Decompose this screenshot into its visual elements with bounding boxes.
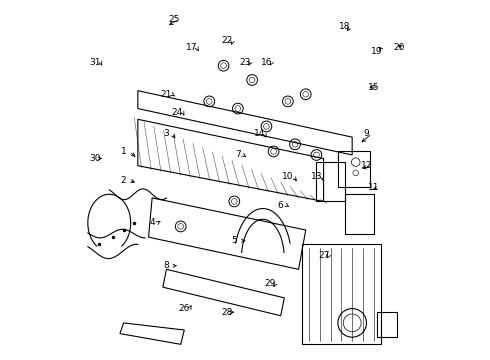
Text: 10: 10: [282, 172, 294, 181]
Text: 23: 23: [239, 58, 251, 67]
Text: 28: 28: [221, 308, 233, 317]
Bar: [338, 152, 370, 187]
Text: 24: 24: [172, 108, 183, 117]
Text: 20: 20: [393, 43, 404, 52]
Text: 21: 21: [161, 90, 172, 99]
Text: 26: 26: [178, 304, 190, 313]
Text: 8: 8: [164, 261, 169, 270]
Text: 9: 9: [364, 129, 369, 138]
Text: 4: 4: [149, 219, 155, 228]
Text: 30: 30: [89, 154, 101, 163]
Bar: [377, 312, 397, 337]
Text: 29: 29: [264, 279, 276, 288]
Text: 11: 11: [368, 183, 379, 192]
Text: 16: 16: [261, 58, 272, 67]
Text: 2: 2: [121, 176, 126, 185]
Text: 13: 13: [311, 172, 322, 181]
Text: 3: 3: [164, 129, 169, 138]
Text: 17: 17: [186, 43, 197, 52]
Text: 12: 12: [361, 161, 372, 170]
Text: 1: 1: [121, 147, 126, 156]
Text: 5: 5: [231, 236, 237, 245]
Text: 25: 25: [168, 15, 179, 24]
Text: 6: 6: [278, 201, 284, 210]
Text: 19: 19: [371, 47, 383, 56]
Text: 18: 18: [339, 22, 351, 31]
Text: 7: 7: [235, 150, 241, 159]
Text: 31: 31: [89, 58, 101, 67]
Text: 14: 14: [254, 129, 265, 138]
Text: 15: 15: [368, 83, 379, 92]
Text: 27: 27: [318, 251, 329, 260]
Text: 22: 22: [221, 36, 233, 45]
